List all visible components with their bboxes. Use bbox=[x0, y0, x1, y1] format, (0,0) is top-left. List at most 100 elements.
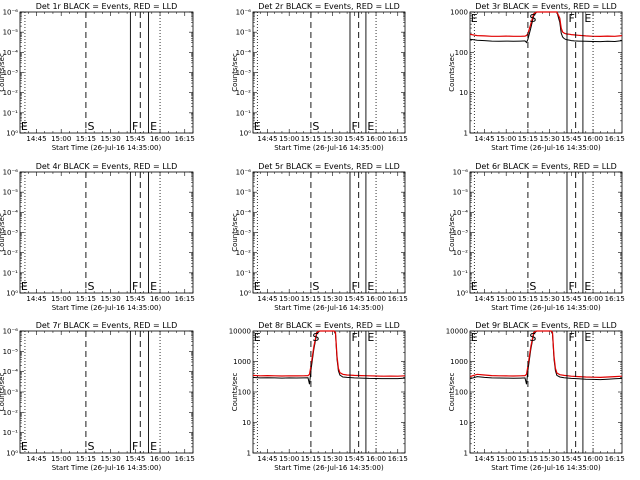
y-tick-label: 10⁻³ bbox=[3, 69, 19, 77]
panel-title: Det 2r BLACK = Events, RED = LLD bbox=[258, 2, 400, 11]
x-tick-label: 15:30 bbox=[101, 455, 121, 463]
x-tick-label: 14:45 bbox=[474, 295, 494, 303]
y-tick-label: 10⁻⁴ bbox=[3, 49, 19, 57]
x-tick-label: 14:45 bbox=[257, 455, 277, 463]
marker-s: S bbox=[529, 331, 536, 344]
y-tick-label: 1000 bbox=[233, 358, 251, 366]
y-tick-label: 1000 bbox=[450, 9, 468, 17]
x-tick-label: 16:00 bbox=[150, 455, 170, 463]
x-tick-label: 16:00 bbox=[366, 455, 386, 463]
lld-series-line bbox=[252, 330, 406, 377]
y-tick-label: 1 bbox=[247, 450, 251, 458]
x-tick-label: 15:00 bbox=[496, 295, 516, 303]
y-tick-label: 10⁻⁶ bbox=[236, 169, 252, 177]
x-tick-label: 16:15 bbox=[175, 295, 195, 303]
detector-panel-7: Det 7r BLACK = Events, RED = LLD 10⁰ 10⁻¹ 1… bbox=[0, 321, 195, 472]
x-tick-label: 14:45 bbox=[257, 135, 277, 143]
marker-e-left: E bbox=[254, 280, 261, 293]
x-axis-label: Start Time (26-Jul-16 14:35:00) bbox=[52, 144, 162, 152]
marker-e-left: E bbox=[471, 12, 478, 25]
y-tick-label: 100 bbox=[238, 389, 251, 397]
x-tick-label: 15:45 bbox=[125, 295, 145, 303]
x-tick-label: 15:00 bbox=[51, 455, 71, 463]
marker-f: F bbox=[132, 440, 138, 453]
y-tick-label: 10⁻⁴ bbox=[3, 368, 19, 376]
x-tick-label: 16:00 bbox=[366, 135, 386, 143]
y-tick-label: 10⁰ bbox=[239, 130, 251, 138]
x-tick-label: 15:45 bbox=[344, 455, 364, 463]
plot-frame bbox=[469, 330, 623, 454]
y-tick-label: 10⁻¹ bbox=[236, 269, 252, 277]
x-tick-label: 15:45 bbox=[344, 295, 364, 303]
plot-frame bbox=[19, 171, 194, 294]
x-tick-label: 15:15 bbox=[301, 295, 321, 303]
x-tick-label: 14:45 bbox=[474, 135, 494, 143]
x-tick-label: 15:30 bbox=[323, 135, 343, 143]
x-tick-label: 16:00 bbox=[150, 295, 170, 303]
events-series-line bbox=[469, 11, 623, 44]
marker-e-right: E bbox=[150, 280, 157, 293]
y-axis-label: Counts/sec bbox=[0, 213, 6, 252]
marker-e-left: E bbox=[254, 331, 261, 344]
y-tick-label: 10⁻³ bbox=[236, 229, 252, 237]
x-tick-label: 15:00 bbox=[496, 135, 516, 143]
x-tick-label: 14:45 bbox=[257, 295, 277, 303]
x-tick-label: 16:00 bbox=[583, 295, 603, 303]
marker-e-left: E bbox=[254, 120, 261, 133]
y-tick-label: 10⁻¹ bbox=[3, 109, 19, 117]
y-tick-label: 10000 bbox=[229, 328, 251, 336]
plot-frame bbox=[19, 11, 194, 134]
marker-e-right: E bbox=[584, 280, 591, 293]
y-tick-label: 10⁻² bbox=[236, 249, 252, 257]
x-tick-label: 15:30 bbox=[323, 295, 343, 303]
y-tick-label: 10000 bbox=[446, 328, 468, 336]
plot-frame bbox=[252, 11, 406, 134]
y-tick-label: 10⁻⁵ bbox=[236, 189, 252, 197]
marker-e-right: E bbox=[367, 331, 374, 344]
marker-s: S bbox=[529, 280, 536, 293]
y-axis-label: Counts/sec bbox=[448, 213, 456, 252]
marker-f: F bbox=[568, 331, 574, 344]
x-tick-label: 16:00 bbox=[583, 135, 603, 143]
y-axis-label: Counts/sec bbox=[231, 213, 239, 252]
marker-f: F bbox=[351, 280, 357, 293]
marker-e-right: E bbox=[584, 12, 591, 25]
y-tick-label: 10⁻⁵ bbox=[3, 348, 19, 356]
y-tick-label: 10⁻⁴ bbox=[236, 49, 252, 57]
panel-title: Det 6r BLACK = Events, RED = LLD bbox=[475, 162, 617, 171]
plot-frame bbox=[469, 11, 623, 134]
y-tick-label: 10⁻⁴ bbox=[3, 209, 19, 217]
marker-e-left: E bbox=[21, 120, 28, 133]
y-tick-label: 10⁻³ bbox=[453, 229, 469, 237]
y-tick-label: 10⁻⁴ bbox=[236, 209, 252, 217]
x-tick-label: 16:15 bbox=[175, 455, 195, 463]
lld-series-line bbox=[469, 11, 623, 38]
x-tick-label: 14:45 bbox=[26, 295, 46, 303]
x-tick-label: 15:45 bbox=[561, 455, 581, 463]
y-tick-label: 10⁻² bbox=[3, 249, 19, 257]
y-tick-label: 10⁰ bbox=[6, 130, 18, 138]
x-tick-label: 15:45 bbox=[561, 295, 581, 303]
plot-frame bbox=[252, 171, 406, 294]
x-tick-label: 15:15 bbox=[76, 135, 96, 143]
y-tick-label: 10⁰ bbox=[239, 290, 251, 298]
x-tick-label: 15:15 bbox=[76, 455, 96, 463]
x-tick-label: 15:15 bbox=[518, 135, 538, 143]
marker-f: F bbox=[568, 280, 574, 293]
panel-title: Det 1r BLACK = Events, RED = LLD bbox=[36, 2, 178, 11]
x-axis-label: Start Time (26-Jul-16 14:35:00) bbox=[274, 304, 384, 312]
detector-panel-5: Det 5r BLACK = Events, RED = LLD 10⁰ 10⁻¹ 1… bbox=[231, 162, 408, 312]
x-tick-label: 15:15 bbox=[518, 295, 538, 303]
y-axis-label: Counts/sec bbox=[0, 53, 6, 92]
marker-s: S bbox=[88, 440, 95, 453]
detector-panel-1: Det 1r BLACK = Events, RED = LLD 10⁰ 10⁻¹ 1… bbox=[0, 2, 195, 152]
x-tick-label: 15:30 bbox=[540, 455, 560, 463]
y-tick-label: 10⁻² bbox=[3, 409, 19, 417]
x-tick-label: 15:00 bbox=[51, 295, 71, 303]
y-tick-label: 1 bbox=[464, 130, 468, 138]
marker-e-left: E bbox=[21, 440, 28, 453]
panel-title: Det 3r BLACK = Events, RED = LLD bbox=[475, 2, 617, 11]
lld-series-line bbox=[469, 330, 623, 379]
marker-f: F bbox=[568, 12, 574, 25]
